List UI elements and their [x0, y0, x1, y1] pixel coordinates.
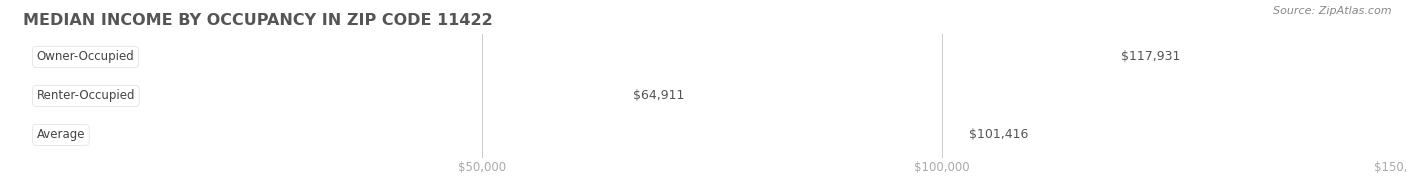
- Text: MEDIAN INCOME BY OCCUPANCY IN ZIP CODE 11422: MEDIAN INCOME BY OCCUPANCY IN ZIP CODE 1…: [22, 13, 492, 28]
- Text: Renter-Occupied: Renter-Occupied: [37, 89, 135, 103]
- Text: Owner-Occupied: Owner-Occupied: [37, 50, 135, 64]
- Text: $117,931: $117,931: [1121, 50, 1180, 64]
- Text: $101,416: $101,416: [969, 128, 1028, 142]
- Text: Average: Average: [37, 128, 84, 142]
- Text: Source: ZipAtlas.com: Source: ZipAtlas.com: [1274, 6, 1392, 16]
- Text: $64,911: $64,911: [633, 89, 685, 103]
